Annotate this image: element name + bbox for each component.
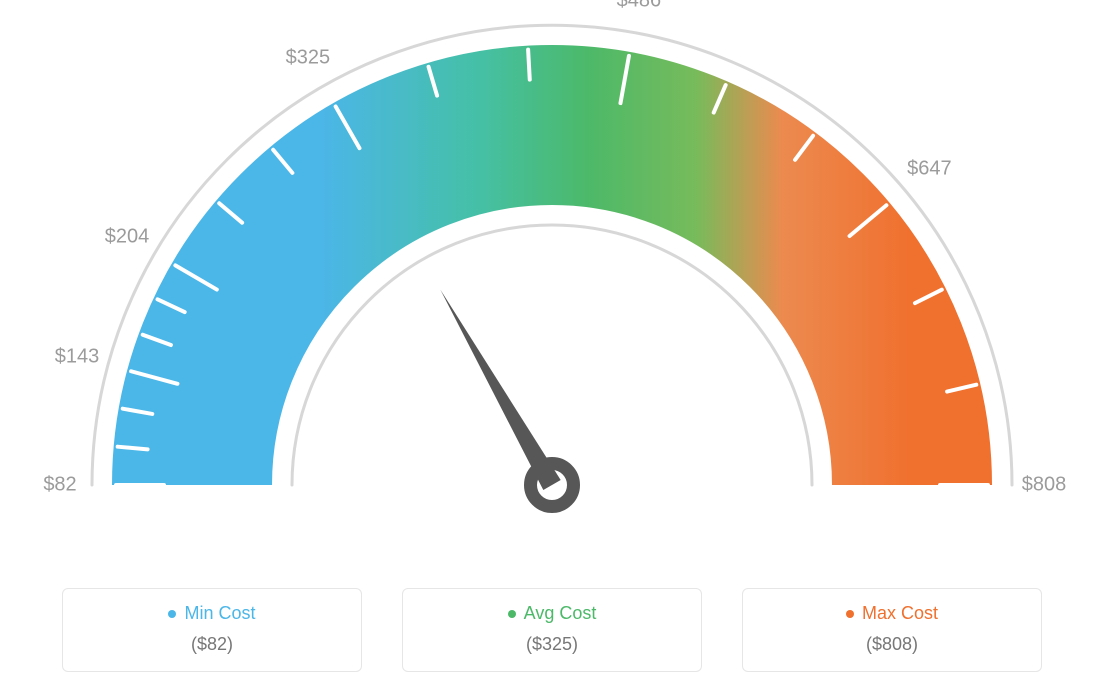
legend-title-text: Avg Cost [524, 603, 597, 624]
legend-title-avg: Avg Cost [508, 603, 597, 624]
dot-icon [846, 610, 854, 618]
gauge-tick-label: $143 [55, 345, 100, 368]
legend-card-min: Min Cost ($82) [62, 588, 362, 672]
legend-card-max: Max Cost ($808) [742, 588, 1042, 672]
gauge-svg [0, 0, 1104, 560]
legend-title-text: Max Cost [862, 603, 938, 624]
gauge-tick-label: $486 [617, 0, 662, 12]
legend-value-max: ($808) [743, 634, 1041, 655]
gauge-tick-label: $204 [105, 226, 150, 249]
dot-icon [508, 610, 516, 618]
legend-value-avg: ($325) [403, 634, 701, 655]
legend-title-max: Max Cost [846, 603, 938, 624]
legend-card-avg: Avg Cost ($325) [402, 588, 702, 672]
legend-title-min: Min Cost [168, 603, 255, 624]
legend-row: Min Cost ($82) Avg Cost ($325) Max Cost … [0, 588, 1104, 672]
cost-gauge: $82 $143 $204 $325 $486 $647 $808 [0, 0, 1104, 560]
legend-value-min: ($82) [63, 634, 361, 655]
legend-title-text: Min Cost [184, 603, 255, 624]
gauge-tick-label: $325 [286, 46, 331, 69]
gauge-tick-label: $808 [1022, 474, 1067, 497]
dot-icon [168, 610, 176, 618]
gauge-tick-label: $82 [43, 474, 76, 497]
gauge-tick-label: $647 [907, 158, 952, 181]
